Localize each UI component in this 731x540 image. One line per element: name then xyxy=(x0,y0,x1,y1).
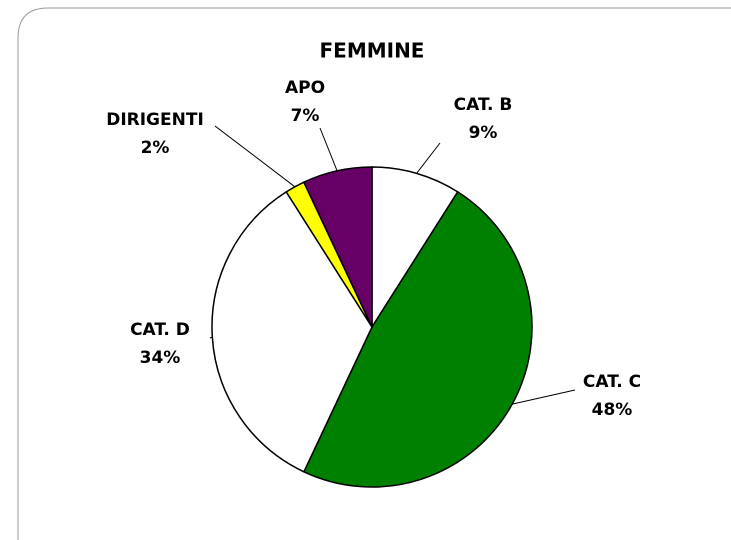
slice-label: CAT. D xyxy=(130,320,190,340)
slice-value-label: 48% xyxy=(592,400,633,420)
chart-title: FEMMINE xyxy=(320,39,425,63)
pie-slice xyxy=(302,190,533,488)
slice-value-label: 34% xyxy=(140,348,181,368)
chart-frame xyxy=(17,7,731,540)
leader-line xyxy=(416,142,441,174)
slice-value-label: 9% xyxy=(469,123,498,143)
pie-slice xyxy=(302,166,373,328)
slice-value-label: 2% xyxy=(141,138,170,158)
slice-value-label: 7% xyxy=(291,106,320,126)
pie-slice xyxy=(211,190,373,473)
slice-label: CAT. B xyxy=(454,95,513,115)
slice-label: CAT. C xyxy=(583,372,641,392)
leader-line xyxy=(512,389,576,405)
pie-slice xyxy=(371,166,459,330)
leader-line xyxy=(214,125,296,188)
leader-line xyxy=(319,127,338,172)
leader-line xyxy=(209,336,213,339)
slice-label: APO xyxy=(285,78,325,98)
slice-label: DIRIGENTI xyxy=(106,110,204,130)
